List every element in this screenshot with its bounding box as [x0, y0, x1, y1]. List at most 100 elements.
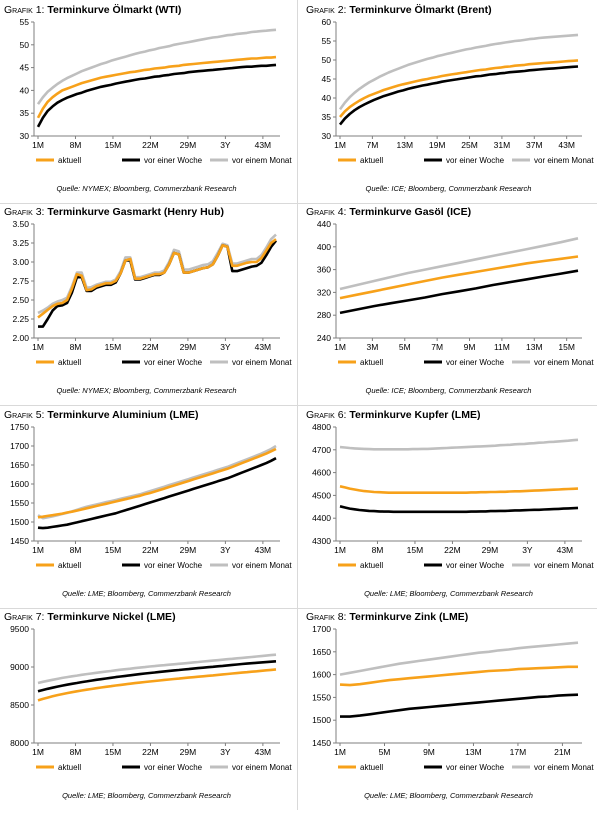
line-chart: 4300 4400 4500 4600 4700 4800 1M 8M 15M 22M 29M 3Y 4… [312, 422, 594, 570]
y-tick-label: 40 [322, 93, 332, 103]
series-line-vor-einem-monat [37, 653, 277, 685]
line-chart: 1450 1500 1550 1600 1650 1700 1M 5M 9M 13M 17M 21M a… [312, 624, 594, 772]
chart-title: Grafik 3: Terminkurve Gasmarkt (Henry Hu… [4, 206, 224, 218]
series-line-vor-einer-woche [338, 65, 579, 126]
legend-label: vor einem Monat [534, 358, 594, 367]
chart-title-text: Terminkurve Nickel (LME) [44, 611, 176, 623]
x-tick-label: 1M [334, 747, 346, 757]
x-tick-label: 7M [366, 140, 378, 150]
x-tick-label: 13M [396, 140, 413, 150]
chart-source: Quelle: LME; Bloomberg, Commerzbank Rese… [364, 589, 533, 598]
y-tick-label: 45 [322, 74, 332, 84]
chart-title-text: Terminkurve Ölmarkt (Brent) [346, 4, 492, 16]
series-line-vor-einer-woche [339, 269, 579, 315]
x-tick-label: 8M [70, 140, 82, 150]
y-tick-label: 400 [317, 242, 331, 252]
series-line-vor-einer-woche [37, 660, 277, 693]
legend-label: vor einer Woche [144, 156, 203, 165]
x-tick-label: 29M [180, 747, 197, 757]
chart-title-text: Terminkurve Zink (LME) [346, 611, 469, 623]
x-tick-label: 3Y [220, 140, 231, 150]
legend-label: vor einem Monat [232, 156, 292, 165]
x-tick-label: 15M [558, 342, 575, 352]
series-line-aktuell [37, 447, 277, 519]
x-tick-label: 22M [142, 545, 159, 555]
x-tick-label: 1M [32, 545, 44, 555]
chart-panel: Grafik 8: Terminkurve Zink (LME) 1450 1500… [302, 611, 595, 813]
series-line-vor-einer-woche [340, 693, 579, 718]
y-tick-label: 55 [20, 17, 30, 27]
y-tick-label: 55 [322, 36, 332, 46]
x-tick-label: 17M [510, 747, 527, 757]
x-tick-label: 43M [557, 545, 574, 555]
series-line-vor-einem-monat [339, 438, 579, 451]
chart-number: Grafik 1: [4, 4, 45, 16]
series-line-vor-einer-woche [36, 63, 277, 128]
y-tick-label: 45 [20, 63, 30, 73]
x-tick-label: 3Y [522, 545, 533, 555]
chart-panel: Grafik 6: Terminkurve Kupfer (LME) 4300 44… [302, 409, 595, 611]
series-line-vor-einem-monat [339, 237, 579, 291]
series-line-aktuell [339, 665, 578, 687]
y-tick-label: 4400 [312, 513, 331, 523]
series-line-vor-einem-monat [338, 33, 579, 111]
series-line-vor-einem-monat [36, 28, 277, 105]
legend-label: aktuell [360, 358, 383, 367]
x-tick-label: 5M [379, 747, 391, 757]
series-line-aktuell [37, 668, 277, 702]
x-tick-label: 43M [558, 140, 575, 150]
y-tick-label: 30 [20, 131, 30, 141]
chart-title: Grafik 7: Terminkurve Nickel (LME) [4, 611, 176, 623]
legend-label: vor einem Monat [232, 763, 292, 772]
y-tick-label: 4800 [312, 422, 331, 432]
chart-title: Grafik 6: Terminkurve Kupfer (LME) [306, 409, 480, 421]
y-tick-label: 3.00 [12, 257, 29, 267]
row-divider [0, 405, 597, 406]
legend-label: vor einem Monat [232, 358, 292, 367]
x-tick-label: 13M [465, 747, 482, 757]
x-tick-label: 5M [399, 342, 411, 352]
y-tick-label: 60 [322, 17, 332, 27]
x-tick-label: 43M [255, 747, 272, 757]
chart-panel: Grafik 4: Terminkurve Gasöl (ICE) 240 280 3… [302, 206, 595, 408]
legend-label: vor einer Woche [446, 156, 505, 165]
y-tick-label: 1500 [10, 517, 29, 527]
x-tick-label: 1M [32, 342, 44, 352]
x-tick-label: 31M [494, 140, 511, 150]
series-line-aktuell [36, 55, 277, 119]
chart-number: Grafik 8: [306, 611, 347, 623]
legend-label: vor einem Monat [534, 561, 594, 570]
x-tick-label: 11M [494, 342, 510, 352]
legend-label: vor einer Woche [144, 358, 203, 367]
chart-number: Grafik 2: [306, 4, 347, 16]
x-tick-label: 8M [70, 545, 82, 555]
x-tick-label: 22M [142, 747, 159, 757]
x-tick-label: 29M [180, 545, 197, 555]
chart-source: Quelle: LME; Bloomberg, Commerzbank Rese… [62, 589, 231, 598]
series-line-aktuell [37, 238, 277, 319]
y-tick-label: 35 [20, 108, 30, 118]
y-tick-label: 1550 [312, 692, 331, 702]
x-tick-label: 1M [32, 747, 44, 757]
y-tick-label: 9500 [10, 624, 29, 634]
chart-panel: Grafik 3: Terminkurve Gasmarkt (Henry Hu… [0, 206, 293, 408]
x-tick-label: 1M [334, 545, 346, 555]
x-tick-label: 19M [429, 140, 446, 150]
series-line-vor-einer-woche [339, 505, 579, 514]
legend-label: aktuell [58, 156, 81, 165]
y-tick-label: 240 [317, 333, 331, 343]
x-tick-label: 29M [482, 545, 499, 555]
y-tick-label: 1500 [312, 715, 331, 725]
legend-label: vor einer Woche [446, 561, 505, 570]
row-divider [0, 203, 597, 204]
x-tick-label: 8M [70, 342, 82, 352]
chart-source: Quelle: ICE; Bloomberg, Commerzbank Rese… [365, 386, 532, 395]
x-tick-label: 15M [105, 140, 122, 150]
chart-panel: Grafik 1: Terminkurve Ölmarkt (WTI) 30 35 4… [0, 4, 293, 206]
y-tick-label: 320 [317, 287, 331, 297]
chart-panel: Grafik 2: Terminkurve Ölmarkt (Brent) 30 3… [302, 4, 595, 206]
legend-label: aktuell [360, 763, 383, 772]
chart-number: Grafik 7: [4, 611, 45, 623]
legend-label: vor einer Woche [446, 763, 505, 772]
x-tick-label: 43M [255, 545, 272, 555]
